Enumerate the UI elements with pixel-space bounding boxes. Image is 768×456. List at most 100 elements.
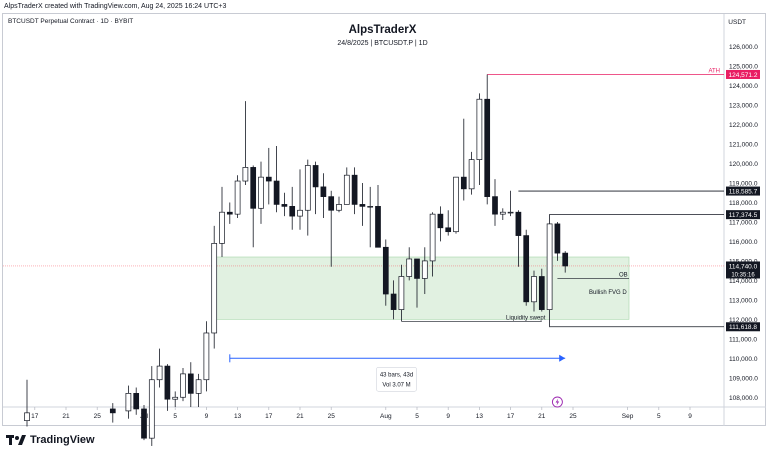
candle-body (398, 276, 405, 310)
candle-body (515, 211, 522, 236)
candle-body (125, 393, 132, 412)
x-tick-label: 25 (328, 413, 336, 420)
candle-body (304, 165, 311, 211)
bullish-fvg-zone (212, 256, 630, 320)
y-tick-label: 119,000.0 (729, 180, 758, 187)
chart-frame (2, 13, 766, 426)
candle-body (281, 204, 288, 207)
y-tick-label: 126,000.0 (729, 44, 758, 51)
candle-body (460, 176, 467, 190)
x-tick-label: 17 (31, 413, 39, 420)
y-tick-label: 118,000.0 (729, 200, 758, 207)
candle-body (258, 176, 264, 209)
candle-body (484, 98, 491, 197)
price-tag (726, 186, 760, 196)
price-tag (726, 210, 760, 220)
candle-body (351, 174, 358, 205)
candle-body (414, 258, 420, 279)
price-tag (726, 322, 760, 332)
candle-body (265, 176, 272, 182)
y-tick-label: 120,000.0 (729, 161, 758, 168)
candle-body (453, 176, 459, 233)
price-tag-label: 118,585.7 (729, 188, 758, 195)
x-tick-label: 17 (507, 413, 515, 420)
y-tick-label: 117,000.0 (729, 219, 758, 226)
x-tick-label: 25 (569, 413, 577, 420)
price-tag (726, 261, 760, 279)
candle-body (507, 211, 514, 214)
candle-body (445, 227, 452, 233)
x-tick-label: 21 (62, 413, 70, 420)
lightning-glyph (555, 398, 560, 406)
x-tick-label: 9 (446, 413, 450, 420)
x-tick-label: 13 (234, 413, 242, 420)
x-tick-label: 5 (173, 413, 177, 420)
candle-body (211, 243, 218, 334)
candle-body (343, 174, 350, 205)
currency-label: USDT (728, 19, 746, 26)
price-tag-label: 117,374.5 (729, 212, 758, 219)
y-tick-label: 109,000.0 (729, 375, 758, 382)
symbol-legend[interactable]: BTCUSDT Perpetual Contract · 1D · BYBIT (8, 18, 134, 25)
candle-body (531, 276, 537, 303)
x-tick-label: 5 (415, 413, 419, 420)
y-tick-label: 110,000.0 (729, 356, 758, 363)
candle-body (546, 223, 553, 310)
candle-body (226, 211, 233, 215)
price-tag (726, 69, 760, 79)
x-tick-label: 5 (657, 413, 661, 420)
candle-body (250, 167, 257, 209)
y-tick-label: 111,000.0 (729, 336, 757, 343)
candle-body (562, 252, 569, 267)
x-tick-label: 9 (688, 413, 692, 420)
tradingview-icon (6, 435, 26, 445)
candle-body (141, 408, 147, 439)
x-tick-label: 25 (94, 413, 102, 420)
x-tick-label: 9 (205, 413, 209, 420)
candle-body (476, 98, 483, 160)
y-tick-label: 123,000.0 (729, 103, 758, 110)
candle-body (234, 180, 241, 215)
tradingview-logo[interactable]: TradingView (6, 432, 95, 448)
ob-label: OB (619, 272, 628, 278)
countdown-label: 10:35:16 (731, 272, 755, 278)
candle-body (429, 213, 436, 262)
candle-body (195, 379, 202, 394)
candle-body (523, 235, 530, 303)
candle-body (421, 260, 428, 279)
brand-text: TradingView (30, 434, 95, 446)
candle-body (172, 396, 179, 400)
candle-body (538, 276, 545, 310)
y-tick-label: 125,000.0 (729, 64, 758, 71)
y-tick-label: 108,000.0 (729, 395, 758, 402)
x-tick-label: 21 (538, 413, 546, 420)
measure-bars-label: 43 bars, 43d (380, 372, 413, 378)
candle-body (156, 365, 163, 381)
candle-body (187, 373, 194, 394)
price-tag-label: 114,740.0 (729, 263, 758, 270)
candle-body (133, 393, 140, 410)
candle-body (320, 186, 327, 197)
candle-body (359, 204, 366, 207)
candle-body (289, 206, 296, 217)
y-tick-label: 113,000.0 (729, 297, 758, 304)
created-by-text: AlpsTraderX created with TradingView.com… (4, 3, 227, 10)
candle-body (328, 196, 335, 211)
candle-body (336, 204, 342, 211)
y-tick-label: 112,000.0 (729, 317, 758, 324)
candle-body (24, 412, 30, 421)
x-tick-label: 13 (476, 413, 484, 420)
y-tick-label: 122,000.0 (729, 122, 758, 129)
candle-body (554, 223, 561, 254)
candle-body (468, 159, 475, 190)
ath-label: ATH (708, 68, 720, 74)
y-tick-label: 124,000.0 (729, 83, 758, 90)
candle-body (109, 408, 116, 414)
x-tick-label: 21 (296, 413, 304, 420)
y-tick-label: 121,000.0 (729, 142, 758, 149)
x-tick-label: 17 (265, 413, 273, 420)
candle-body (297, 209, 303, 217)
candle-body (203, 332, 210, 381)
liquidity-label: Liquidity swept (506, 315, 546, 321)
